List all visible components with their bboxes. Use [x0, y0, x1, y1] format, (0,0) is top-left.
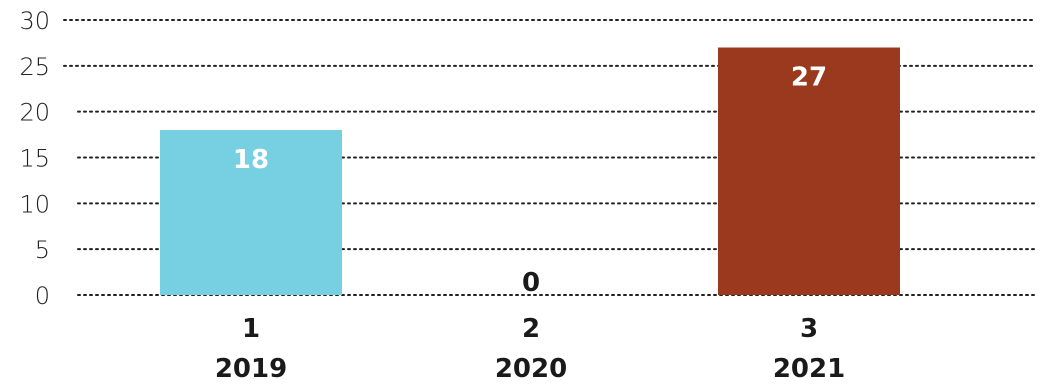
x-tick-year: 2021	[773, 354, 845, 384]
bar	[160, 130, 342, 295]
y-tick-label: 30	[19, 7, 50, 35]
y-axis-ticks: 0 5 10 15 20 25 30	[19, 7, 50, 310]
bars	[160, 47, 900, 295]
y-tick-label: 20	[19, 99, 50, 127]
bar	[718, 47, 900, 295]
x-tick-index: 1	[242, 314, 260, 344]
value-label: 0	[522, 268, 540, 298]
value-label: 27	[791, 63, 827, 93]
x-tick-year: 2020	[495, 354, 567, 384]
y-tick-label: 0	[35, 282, 50, 310]
x-axis-ticks: 1 2019 2 2020 3 2021	[215, 314, 845, 384]
y-tick-label: 25	[19, 53, 50, 81]
x-tick-index: 2	[522, 314, 540, 344]
value-labels: 18 0 27	[233, 63, 827, 299]
y-tick-label: 10	[19, 190, 50, 218]
value-label: 18	[233, 145, 269, 175]
x-tick-index: 3	[800, 314, 818, 344]
x-tick-year: 2019	[215, 354, 287, 384]
y-tick-label: 15	[19, 145, 50, 173]
y-tick-label: 5	[35, 236, 50, 264]
